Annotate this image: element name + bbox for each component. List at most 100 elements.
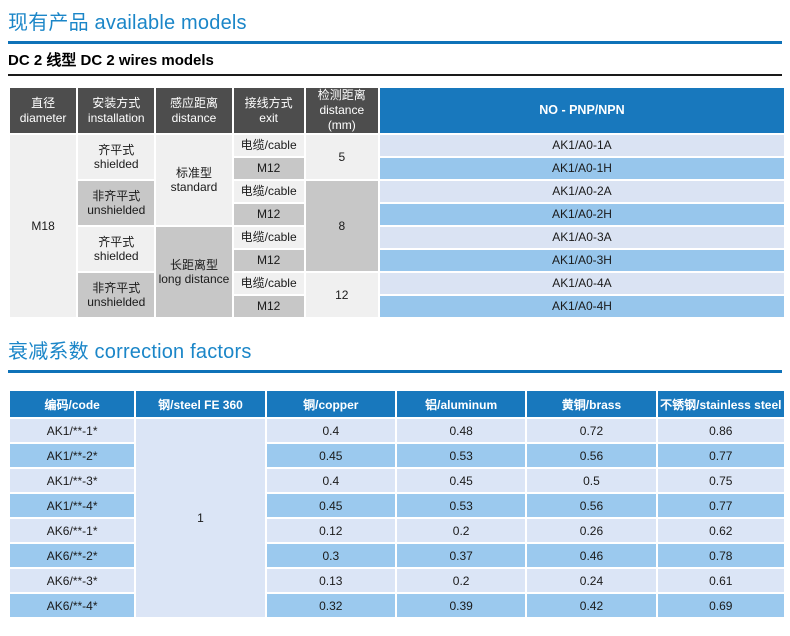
aluminum-cell: 0.45: [396, 469, 526, 492]
column-header-detection-distance: 检测距离 distance (mm): [305, 88, 378, 133]
stainless-cell: 0.77: [657, 494, 784, 517]
column-header-copper: 铜/copper: [266, 391, 395, 417]
stainless-cell: 0.77: [657, 444, 784, 467]
code-cell: AK1/**-4*: [10, 494, 135, 517]
brass-cell: 0.56: [527, 494, 656, 517]
table-row: M12 AK1/A0-1H: [10, 158, 784, 179]
brass-cell: 0.56: [527, 444, 656, 467]
column-header-stainless-steel: 不锈钢/stainless steel: [657, 391, 784, 417]
model-cell: AK1/A0-4H: [379, 296, 784, 317]
column-header-no-pnp-npn: NO - PNP/NPN: [379, 88, 784, 133]
subtitle-underline: [8, 74, 782, 76]
section-gap: [8, 378, 782, 387]
diameter-cell: M18: [10, 135, 77, 317]
detection-cell: 8: [305, 181, 378, 271]
brass-cell: 0.42: [527, 594, 656, 617]
available-models-table: 直径 diameter 安装方式 installation 感应距离 distance…: [8, 86, 786, 319]
column-header-steel: 钢/steel FE 360: [136, 391, 265, 417]
column-header-brass: 黄铜/brass: [527, 391, 656, 417]
copper-cell: 0.32: [266, 594, 395, 617]
table-row: AK1/**-4* 0.45 0.53 0.56 0.77: [10, 494, 784, 517]
copper-cell: 0.3: [266, 544, 395, 567]
aluminum-cell: 0.39: [396, 594, 526, 617]
exit-cell: M12: [233, 250, 304, 271]
exit-cell: M12: [233, 158, 304, 179]
table-row: 非齐平式 unshielded 电缆/cable 12 AK1/A0-4A: [10, 273, 784, 317]
code-cell: AK6/**-1*: [10, 519, 135, 542]
model-cell: AK1/A0-3H: [379, 250, 784, 271]
brass-cell: 0.46: [527, 544, 656, 567]
aluminum-cell: 0.37: [396, 544, 526, 567]
stainless-cell: 0.86: [657, 419, 784, 442]
copper-cell: 0.4: [266, 469, 395, 492]
section-title-available-models: 现有产品 available models: [8, 12, 247, 34]
table1-subtitle: DC 2 线型 DC 2 wires models: [8, 52, 214, 69]
stainless-cell: 0.62: [657, 519, 784, 542]
model-cell: AK1/A0-2A: [379, 181, 784, 202]
brass-cell: 0.24: [527, 569, 656, 592]
table-row: M18 齐平式 shielded 标准型 standard 电缆/cable 5 A…: [10, 135, 784, 317]
table-row: AK1/**-1* 1 0.4 0.48 0.72 0.86: [10, 419, 784, 617]
installation-cell: 非齐平式 unshielded: [78, 273, 155, 317]
brass-cell: 0.5: [527, 469, 656, 492]
table-row: AK1/**-3* 0.4 0.45 0.5 0.75: [10, 469, 784, 492]
code-cell: AK1/**-1*: [10, 419, 135, 442]
model-cell: AK1/A0-1A: [379, 135, 784, 156]
installation-cell: 非齐平式 unshielded: [78, 181, 155, 225]
column-header-distance: 感应距离 distance: [156, 88, 232, 133]
column-header-code: 编码/code: [10, 391, 135, 417]
aluminum-cell: 0.2: [396, 569, 526, 592]
code-cell: AK6/**-3*: [10, 569, 135, 592]
stainless-cell: 0.61: [657, 569, 784, 592]
stainless-cell: 0.69: [657, 594, 784, 617]
brass-cell: 0.26: [527, 519, 656, 542]
column-header-diameter: 直径 diameter: [10, 88, 77, 133]
title-underline: [8, 41, 782, 44]
column-header-aluminum: 铝/aluminum: [396, 391, 526, 417]
distance-cell: 长距离型 long distance: [156, 227, 232, 317]
column-header-exit: 接线方式 exit: [233, 88, 304, 133]
model-cell: AK1/A0-4A: [379, 273, 784, 294]
table2-header-row: 编码/code 钢/steel FE 360 铜/copper 铝/alumin…: [10, 391, 784, 417]
copper-cell: 0.12: [266, 519, 395, 542]
table-row: M12 AK1/A0-3H: [10, 250, 784, 271]
code-cell: AK1/**-3*: [10, 469, 135, 492]
aluminum-cell: 0.48: [396, 419, 526, 442]
steel-factor-cell: 1: [136, 419, 265, 617]
code-cell: AK6/**-4*: [10, 594, 135, 617]
exit-cell: M12: [233, 296, 304, 317]
installation-cell: 齐平式 shielded: [78, 227, 155, 271]
exit-cell: 电缆/cable: [233, 273, 304, 294]
copper-cell: 0.45: [266, 444, 395, 467]
aluminum-cell: 0.53: [396, 444, 526, 467]
table-row: AK6/**-4* 0.32 0.39 0.42 0.69: [10, 594, 784, 617]
model-cell: AK1/A0-2H: [379, 204, 784, 225]
exit-cell: 电缆/cable: [233, 181, 304, 202]
detection-cell: 5: [305, 135, 378, 179]
model-cell: AK1/A0-3A: [379, 227, 784, 248]
detection-cell: 12: [305, 273, 378, 317]
title-underline: [8, 370, 782, 373]
table-row: 齐平式 shielded 长距离型 long distance 电缆/cable A…: [10, 227, 784, 317]
table-row: AK6/**-2* 0.3 0.37 0.46 0.78: [10, 544, 784, 567]
stainless-cell: 0.75: [657, 469, 784, 492]
table-row: M12 AK1/A0-4H: [10, 296, 784, 317]
section-title-correction-factors: 衰减系数 correction factors: [8, 341, 252, 363]
distance-cell: 标准型 standard: [156, 135, 232, 225]
exit-cell: 电缆/cable: [233, 135, 304, 156]
aluminum-cell: 0.2: [396, 519, 526, 542]
copper-cell: 0.13: [266, 569, 395, 592]
code-cell: AK6/**-2*: [10, 544, 135, 567]
installation-cell: 齐平式 shielded: [78, 135, 155, 179]
section-gap: [8, 319, 782, 333]
table-row: AK6/**-3* 0.13 0.2 0.24 0.61: [10, 569, 784, 592]
stainless-cell: 0.78: [657, 544, 784, 567]
exit-cell: 电缆/cable: [233, 227, 304, 248]
column-header-installation: 安装方式 installation: [78, 88, 155, 133]
aluminum-cell: 0.53: [396, 494, 526, 517]
correction-factors-table: 编码/code 钢/steel FE 360 铜/copper 铝/alumin…: [8, 389, 786, 619]
table-row: 非齐平式 unshielded 电缆/cable 8 AK1/A0-2A: [10, 181, 784, 271]
code-cell: AK1/**-2*: [10, 444, 135, 467]
model-cell: AK1/A0-1H: [379, 158, 784, 179]
brass-cell: 0.72: [527, 419, 656, 442]
